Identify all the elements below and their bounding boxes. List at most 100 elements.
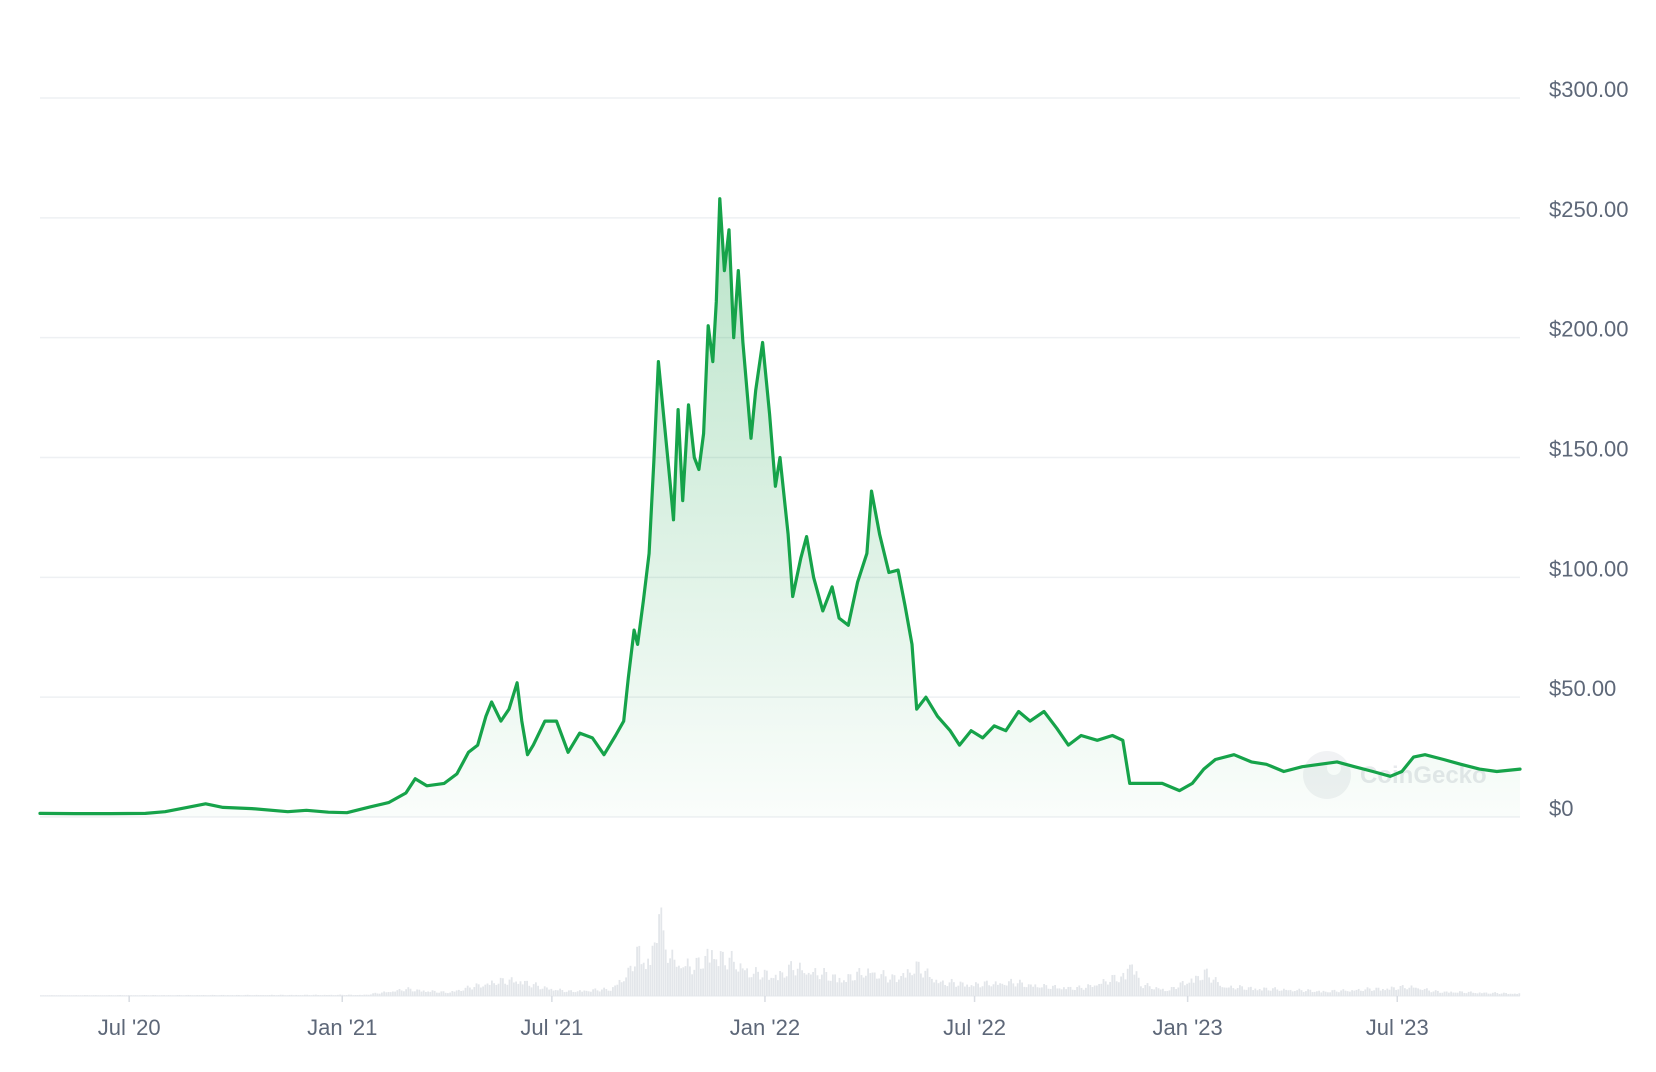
- volume-bar: [1133, 974, 1136, 996]
- volume-bar: [145, 995, 148, 996]
- volume-bar: [928, 977, 931, 996]
- volume-bar: [1408, 987, 1411, 996]
- volume-bar: [1025, 987, 1028, 996]
- volume-bar: [345, 995, 348, 996]
- volume-bar: [53, 995, 55, 996]
- volume-bar: [1388, 989, 1391, 996]
- volume-bar: [1212, 979, 1215, 996]
- volume-bar: [1153, 989, 1155, 996]
- volume-bar: [400, 990, 403, 996]
- volume-bar: [1478, 992, 1481, 996]
- volume-bar: [510, 977, 513, 996]
- volume-bar: [444, 992, 447, 996]
- volume-bar: [642, 962, 645, 996]
- volume-bar: [46, 995, 49, 996]
- volume-bar: [717, 966, 720, 996]
- volume-bar: [917, 961, 920, 996]
- volume-bar: [222, 994, 225, 996]
- volume-bar: [310, 995, 313, 996]
- volume-bar: [1307, 989, 1309, 996]
- volume-bar: [473, 987, 476, 996]
- volume-bars: [40, 907, 1521, 996]
- y-tick-label: $50.00: [1549, 676, 1616, 701]
- volume-bar: [970, 985, 973, 996]
- volume-bar: [1148, 986, 1151, 996]
- volume-bar: [458, 989, 460, 996]
- volume-bar: [854, 980, 856, 996]
- volume-bar: [931, 978, 933, 996]
- volume-bar: [539, 989, 542, 996]
- volume-bar: [110, 995, 113, 996]
- volume-bar: [383, 991, 385, 996]
- volume-bar: [704, 955, 707, 996]
- volume-bar: [64, 995, 66, 996]
- volume-bar: [1142, 988, 1144, 996]
- volume-bar: [623, 981, 625, 996]
- volume-bar: [312, 994, 315, 996]
- volume-bar: [271, 994, 273, 996]
- volume-bar: [1122, 972, 1125, 996]
- volume-bar: [282, 994, 284, 996]
- volume-bar: [1179, 982, 1182, 996]
- volume-bar: [592, 989, 594, 996]
- volume-bar: [801, 970, 803, 996]
- volume-bar: [1201, 979, 1204, 996]
- volume-bar: [86, 995, 88, 996]
- volume-bar: [724, 965, 726, 996]
- y-tick-label: $150.00: [1549, 437, 1629, 462]
- volume-bar: [702, 968, 704, 996]
- volume-bar: [112, 995, 115, 996]
- volume-bar: [1071, 989, 1074, 996]
- volume-bar: [1265, 987, 1268, 996]
- volume-bar: [1162, 988, 1164, 996]
- volume-bar: [812, 971, 814, 996]
- volume-bar: [378, 993, 381, 996]
- volume-bar: [1124, 979, 1127, 996]
- volume-bar: [99, 995, 102, 996]
- volume-bar: [1489, 993, 1492, 996]
- volume-bar: [73, 995, 75, 996]
- volume-bar: [178, 994, 181, 996]
- volume-bar: [359, 994, 361, 996]
- volume-bar: [257, 995, 260, 996]
- volume-bar: [392, 991, 394, 996]
- volume-bar: [1197, 976, 1199, 996]
- volume-bar: [403, 991, 405, 996]
- volume-bar: [1186, 983, 1188, 996]
- volume-bar: [823, 967, 825, 996]
- volume-bar: [1091, 987, 1094, 996]
- volume-bar: [590, 991, 592, 996]
- volume-bar: [783, 977, 786, 996]
- volume-bar: [1080, 987, 1083, 996]
- volume-bar: [572, 991, 575, 996]
- volume-bar: [176, 995, 179, 996]
- volume-bar: [1276, 989, 1279, 996]
- volume-bar: [323, 994, 326, 996]
- volume-bar: [51, 995, 53, 996]
- volume-bar: [735, 969, 737, 996]
- volume-bar: [532, 984, 535, 996]
- volume-bar: [818, 979, 821, 996]
- volume-bar: [341, 994, 344, 996]
- volume-bar: [953, 982, 955, 996]
- volume-bar: [1474, 993, 1477, 996]
- price-series-line: [38, 197, 1522, 816]
- y-tick-label: $0: [1549, 796, 1573, 821]
- volume-bar: [1274, 987, 1276, 996]
- volume-bar: [865, 975, 867, 996]
- volume-bar: [810, 974, 812, 996]
- volume-bar: [1190, 978, 1193, 996]
- volume-bar: [134, 995, 137, 996]
- volume-bar: [1131, 964, 1133, 996]
- volume-bar: [334, 995, 337, 996]
- volume-bar: [1298, 988, 1301, 996]
- volume-bar: [216, 995, 218, 996]
- volume-bar: [288, 994, 291, 996]
- volume-bar: [1404, 988, 1406, 996]
- volume-bar: [994, 981, 997, 996]
- volume-bar: [1173, 987, 1175, 996]
- volume-bar: [1005, 985, 1008, 996]
- volume-bar: [1054, 985, 1056, 996]
- volume-bar: [557, 990, 559, 996]
- volume-bar: [1432, 991, 1435, 996]
